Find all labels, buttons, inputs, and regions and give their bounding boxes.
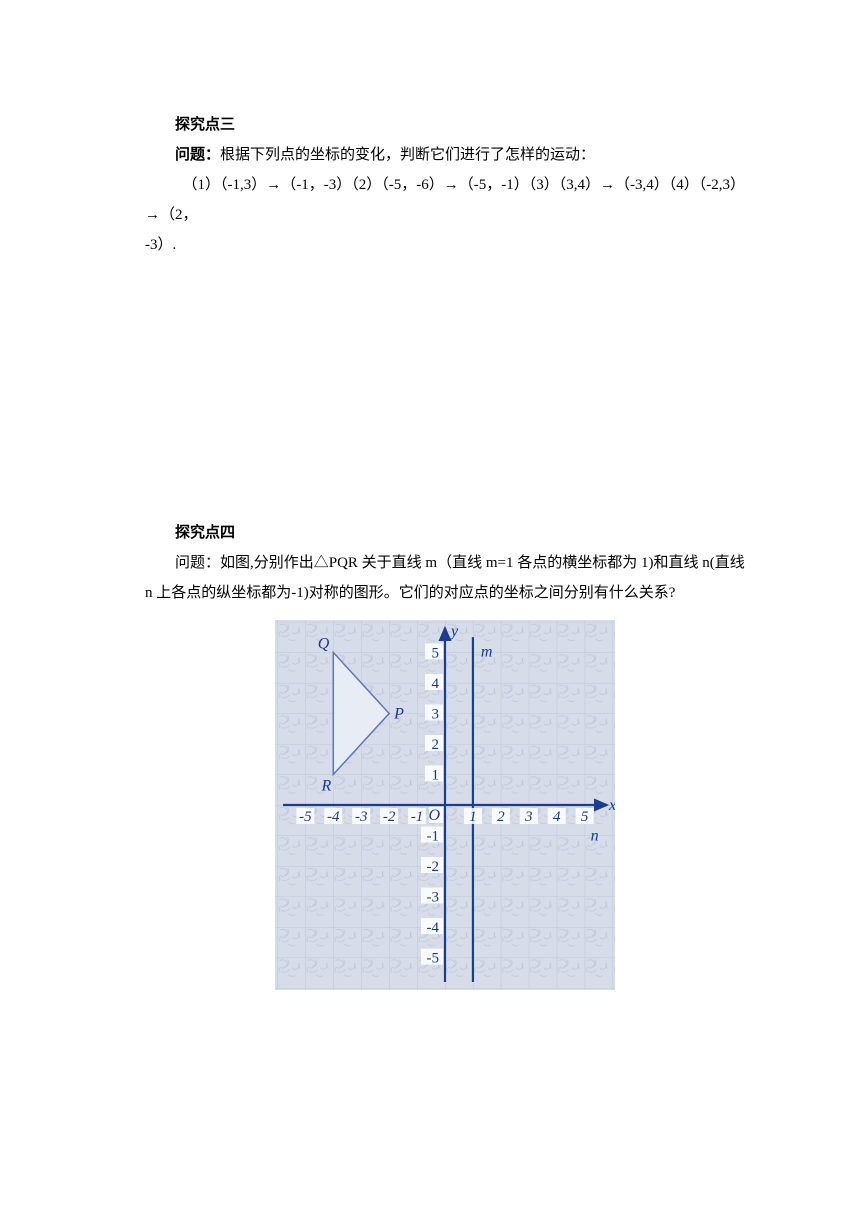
svg-text:y: y <box>449 623 459 640</box>
section-3-question: 问题：根据下列点的坐标的变化，判断它们进行了怎样的运动： <box>145 140 745 170</box>
svg-text:-3: -3 <box>355 809 368 825</box>
spacer <box>145 268 745 518</box>
svg-text:-1: -1 <box>427 829 440 845</box>
svg-text:-4: -4 <box>327 809 340 825</box>
svg-text:n: n <box>591 828 599 845</box>
svg-text:-2: -2 <box>383 809 396 825</box>
svg-text:4: 4 <box>553 809 561 825</box>
svg-text:x: x <box>608 797 615 814</box>
section-4-question-line2: n 上各点的纵坐标都为-1)对称的图形。它们的对应点的坐标之间分别有什么关系? <box>145 578 745 608</box>
svg-text:-2: -2 <box>427 859 440 875</box>
svg-text:-1: -1 <box>411 809 424 825</box>
svg-text:5: 5 <box>581 809 589 825</box>
section-3-heading: 探究点三 <box>145 110 745 140</box>
question-prefix: 问题： <box>175 147 220 163</box>
section-3-items-line2: -3）. <box>145 230 745 260</box>
svg-text:3: 3 <box>524 809 533 825</box>
svg-text:5: 5 <box>432 645 440 661</box>
svg-text:-3: -3 <box>427 890 440 906</box>
coordinate-chart: -5 -4 -3 -2 -1 1 2 3 4 5 1 2 3 4 5 -1 -2 -3 -4 -5 Ox y m n P Q R <box>275 620 615 990</box>
svg-text:-5: -5 <box>299 809 312 825</box>
chart-container: -5 -4 -3 -2 -1 1 2 3 4 5 1 2 3 4 5 -1 -2 -3 -4 -5 Ox y m n P Q R <box>145 620 745 990</box>
svg-text:-5: -5 <box>427 951 440 967</box>
svg-text:Q: Q <box>318 635 330 652</box>
svg-text:3: 3 <box>432 706 440 722</box>
svg-text:4: 4 <box>432 676 440 692</box>
section-4-question-line1: 问题：如图,分别作出△PQR 关于直线 m（直线 m=1 各点的横坐标都为 1)… <box>145 548 745 578</box>
svg-text:P: P <box>393 705 404 722</box>
svg-text:O: O <box>428 807 440 824</box>
svg-text:-4: -4 <box>427 920 440 936</box>
svg-text:2: 2 <box>432 737 440 753</box>
svg-text:R: R <box>320 777 331 794</box>
svg-text:2: 2 <box>497 809 505 825</box>
svg-text:1: 1 <box>469 809 477 825</box>
svg-text:m: m <box>481 643 493 660</box>
svg-text:1: 1 <box>432 767 440 783</box>
section-4-heading: 探究点四 <box>145 518 745 548</box>
section-3-items-line1: （1）（-1,3）→（-1，-3）（2）（-5，-6）→（-5，-1）（3）（3… <box>145 170 745 230</box>
question-text: 根据下列点的坐标的变化，判断它们进行了怎样的运动： <box>220 147 595 163</box>
